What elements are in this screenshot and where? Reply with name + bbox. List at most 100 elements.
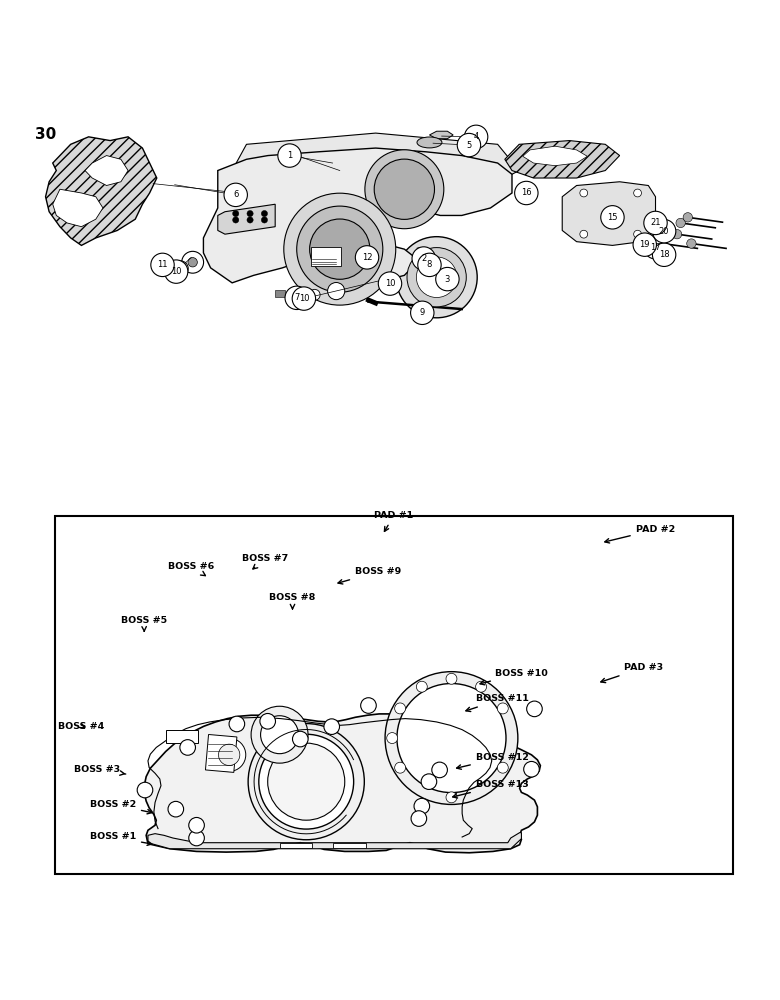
Text: PAD #1: PAD #1: [374, 511, 413, 531]
Text: 30: 30: [35, 127, 56, 142]
Circle shape: [652, 243, 675, 266]
Text: BOSS #9: BOSS #9: [338, 567, 401, 584]
Circle shape: [523, 761, 539, 777]
Ellipse shape: [417, 137, 442, 148]
Polygon shape: [523, 146, 587, 166]
Circle shape: [292, 287, 316, 310]
Circle shape: [396, 237, 477, 318]
Circle shape: [436, 267, 459, 291]
Circle shape: [189, 817, 204, 833]
Circle shape: [172, 261, 188, 276]
Circle shape: [324, 719, 339, 734]
Circle shape: [374, 159, 434, 219]
Text: 5: 5: [466, 141, 472, 150]
Text: BOSS #6: BOSS #6: [168, 562, 214, 576]
Circle shape: [356, 246, 379, 269]
Text: 3: 3: [445, 275, 450, 284]
Polygon shape: [148, 833, 521, 849]
Circle shape: [261, 716, 299, 754]
Circle shape: [652, 219, 675, 243]
Circle shape: [412, 247, 435, 270]
Circle shape: [457, 133, 480, 157]
Circle shape: [360, 698, 376, 713]
Text: PAD #2: PAD #2: [604, 525, 675, 543]
Text: BOSS #7: BOSS #7: [242, 554, 289, 569]
Circle shape: [395, 762, 406, 773]
Circle shape: [644, 236, 667, 259]
Circle shape: [378, 272, 402, 295]
Circle shape: [446, 792, 457, 803]
Polygon shape: [505, 141, 619, 178]
Text: 18: 18: [659, 250, 669, 259]
Bar: [205, 734, 237, 772]
Circle shape: [476, 681, 487, 692]
Circle shape: [188, 258, 197, 267]
Polygon shape: [204, 148, 512, 287]
Circle shape: [418, 253, 441, 277]
Circle shape: [686, 239, 696, 248]
Circle shape: [285, 286, 308, 310]
Circle shape: [676, 218, 686, 228]
Text: 9: 9: [420, 308, 425, 317]
Circle shape: [410, 301, 434, 325]
Circle shape: [432, 762, 448, 778]
Text: 1: 1: [287, 151, 292, 160]
Circle shape: [248, 724, 364, 840]
Polygon shape: [562, 182, 655, 245]
Circle shape: [309, 289, 320, 300]
Circle shape: [580, 230, 587, 238]
Circle shape: [182, 251, 204, 273]
Circle shape: [658, 239, 668, 248]
Text: BOSS #3: BOSS #3: [74, 765, 126, 775]
Circle shape: [232, 210, 239, 217]
Circle shape: [268, 743, 345, 820]
Text: 10: 10: [299, 294, 309, 303]
Circle shape: [180, 740, 196, 755]
Circle shape: [151, 253, 174, 277]
Text: BOSS #2: BOSS #2: [90, 800, 152, 814]
Polygon shape: [333, 843, 366, 848]
Text: PAD #3: PAD #3: [601, 663, 663, 683]
Polygon shape: [430, 131, 453, 139]
Circle shape: [515, 181, 538, 205]
Circle shape: [292, 731, 308, 747]
Circle shape: [633, 230, 641, 238]
Circle shape: [232, 217, 239, 223]
Text: BOSS #11: BOSS #11: [466, 694, 529, 712]
Polygon shape: [144, 714, 541, 853]
Bar: [55, 516, 733, 874]
Circle shape: [498, 703, 509, 714]
Text: 17: 17: [651, 243, 661, 252]
Text: 6: 6: [233, 190, 239, 199]
Circle shape: [417, 681, 427, 692]
Text: 8: 8: [427, 260, 432, 269]
Circle shape: [247, 217, 254, 223]
Circle shape: [261, 217, 268, 223]
Circle shape: [365, 150, 444, 229]
Circle shape: [633, 189, 641, 197]
Circle shape: [224, 183, 247, 207]
Polygon shape: [53, 189, 103, 227]
Text: BOSS #4: BOSS #4: [58, 722, 105, 731]
Circle shape: [411, 811, 427, 826]
Bar: [165, 730, 198, 743]
Text: 2: 2: [421, 254, 427, 263]
Text: 7: 7: [294, 293, 300, 302]
Circle shape: [218, 744, 239, 765]
Text: 12: 12: [362, 253, 372, 262]
Circle shape: [580, 189, 587, 197]
Text: 15: 15: [607, 213, 618, 222]
Circle shape: [385, 672, 518, 804]
Polygon shape: [232, 133, 519, 193]
Circle shape: [278, 144, 301, 167]
Circle shape: [296, 206, 383, 292]
Circle shape: [261, 210, 268, 217]
Circle shape: [498, 762, 509, 773]
Text: BOSS #8: BOSS #8: [269, 593, 316, 609]
Circle shape: [446, 673, 457, 684]
Circle shape: [414, 798, 430, 814]
Text: 19: 19: [640, 240, 650, 249]
Circle shape: [683, 213, 693, 222]
Polygon shape: [85, 156, 128, 186]
Circle shape: [644, 211, 667, 235]
